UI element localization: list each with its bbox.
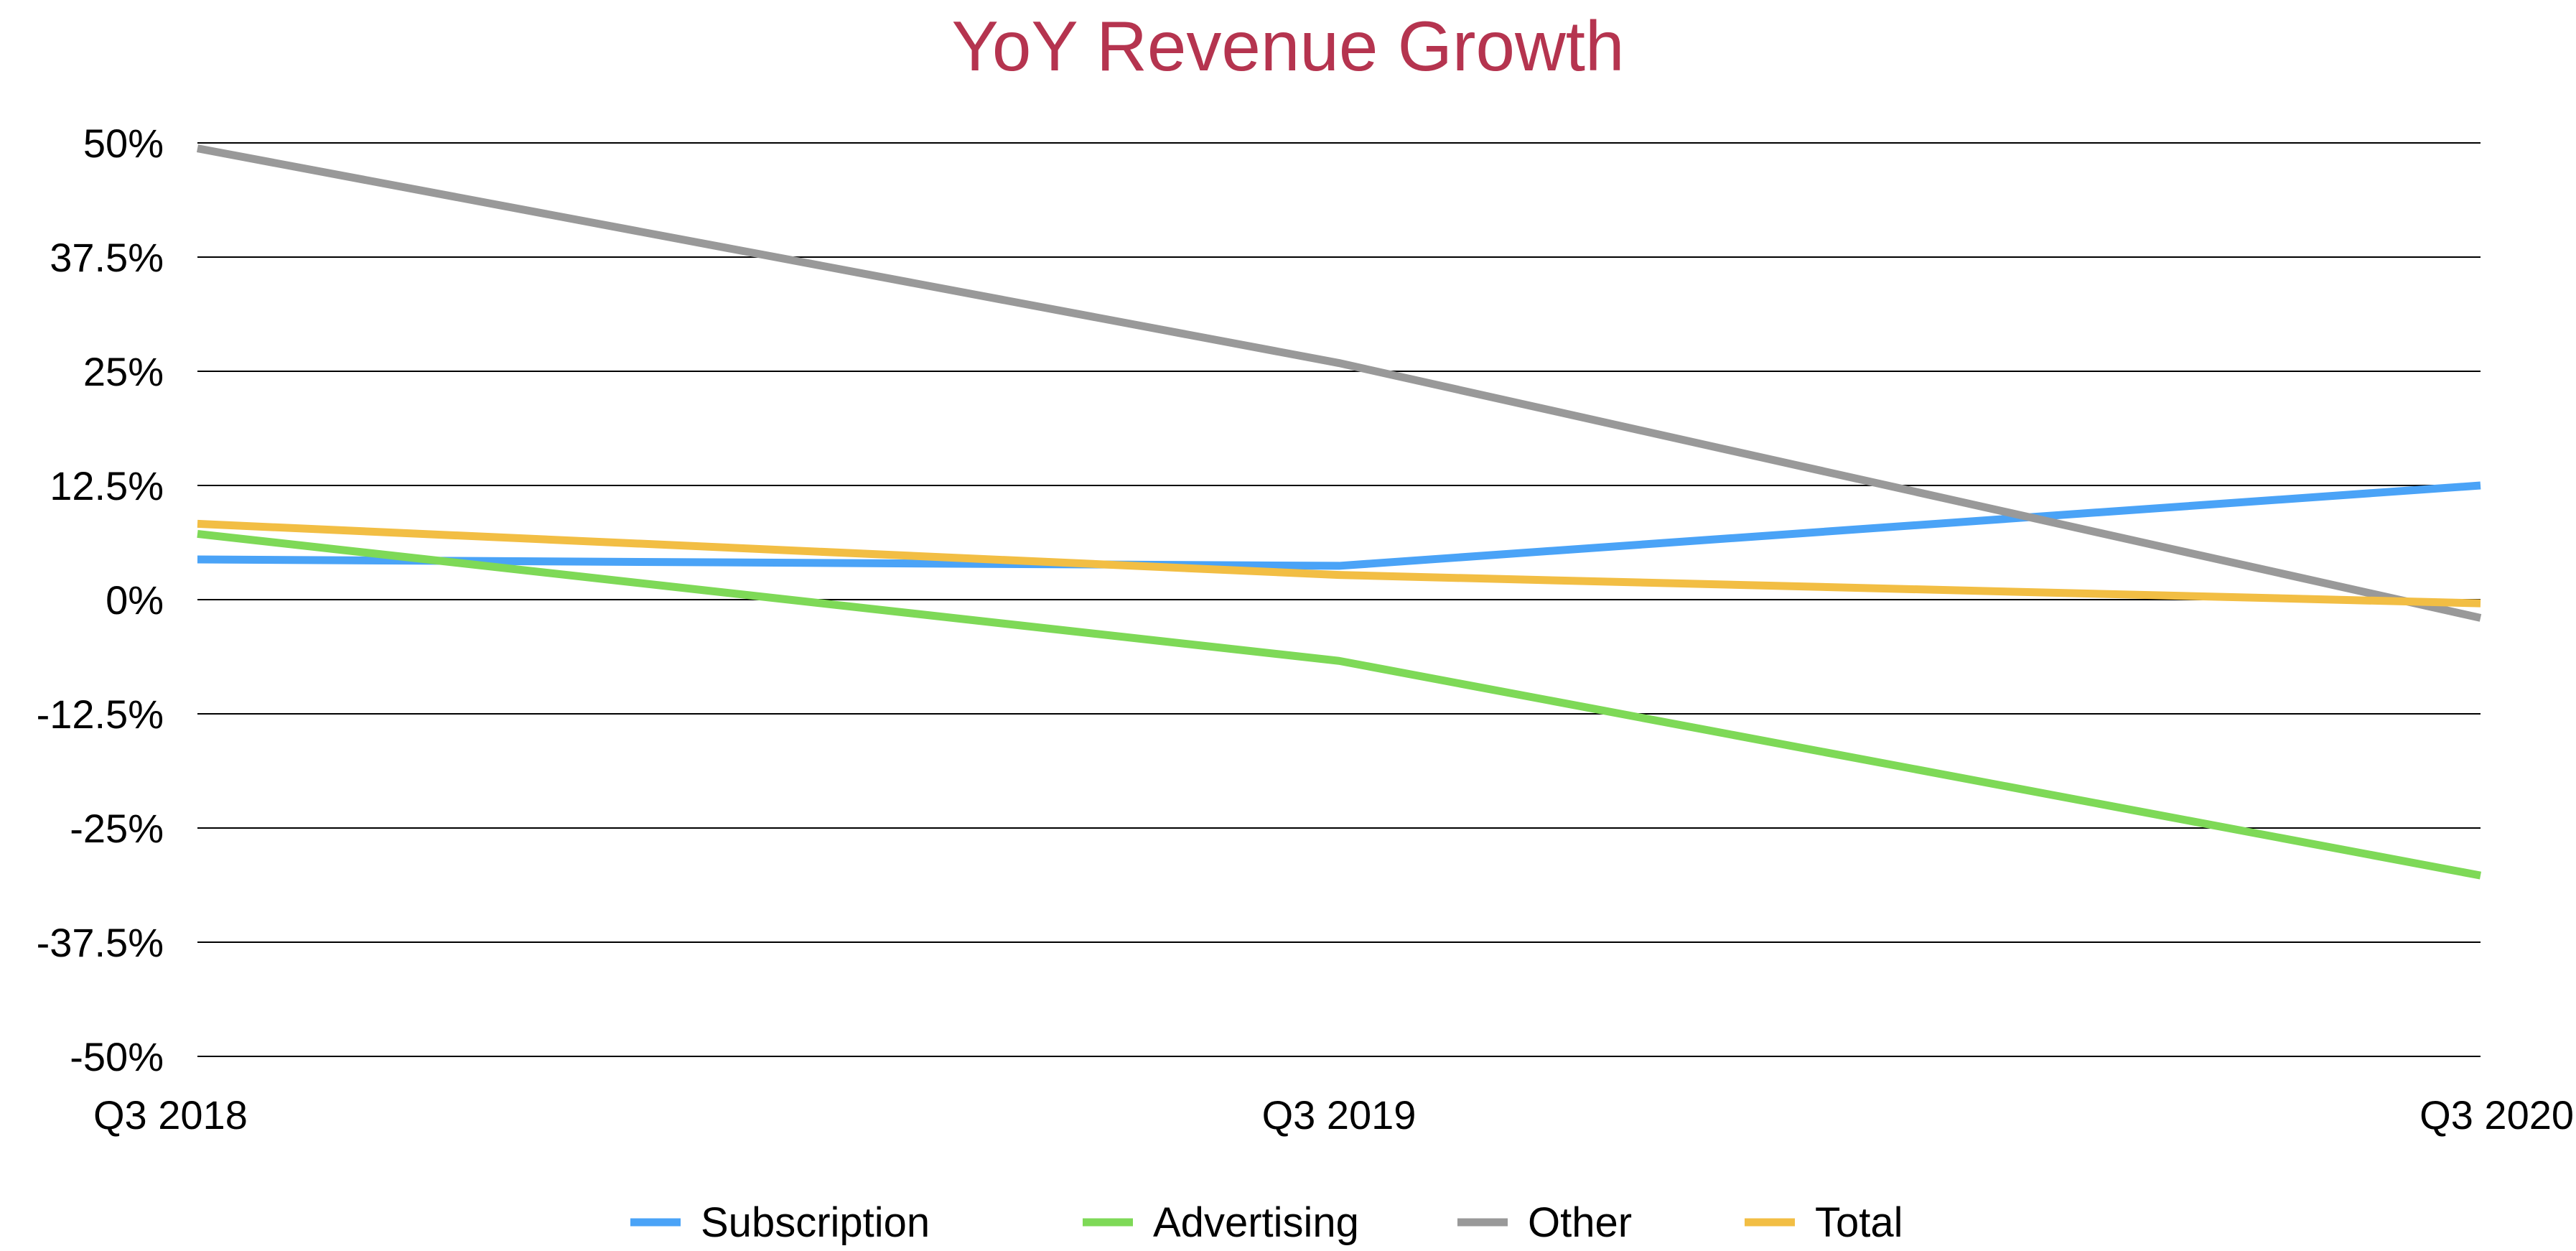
x-tick-label: Q3 2020: [2419, 1092, 2574, 1138]
series-line-advertising: [197, 529, 2482, 880]
y-tick-label: 50%: [83, 121, 164, 166]
series-line-total: [197, 519, 2481, 608]
legend-label: Subscription: [701, 1199, 930, 1246]
chart-title: YoY Revenue Growth: [951, 6, 1624, 85]
legend-label: Other: [1528, 1199, 1632, 1246]
legend-item-subscription: Subscription: [630, 1199, 930, 1246]
y-tick-label: 0%: [106, 577, 164, 623]
x-tick-label: Q3 2019: [1262, 1092, 1417, 1138]
y-tick-label: -37.5%: [37, 920, 164, 965]
y-tick-label: 12.5%: [50, 463, 164, 508]
y-tick-label: 25%: [83, 349, 164, 394]
x-axis-ticks: Q3 2018 Q3 2019 Q3 2020: [93, 1092, 2574, 1138]
gridlines: [197, 142, 2481, 1057]
y-tick-label: -12.5%: [37, 692, 164, 737]
y-tick-label: -25%: [70, 806, 164, 851]
legend-label: Advertising: [1153, 1199, 1359, 1246]
series-lines: [196, 144, 2482, 880]
series-line-subscription: [197, 481, 2481, 570]
legend-item-total: Total: [1745, 1199, 1903, 1246]
y-tick-label: 37.5%: [50, 235, 164, 280]
series-line-other: [196, 144, 2482, 622]
y-tick-label: -50%: [70, 1034, 164, 1079]
y-axis-ticks: 50% 37.5% 25% 12.5% 0% -12.5% -25% -37.5% -50%: [37, 121, 164, 1079]
legend-item-advertising: Advertising: [1083, 1199, 1359, 1246]
x-tick-label: Q3 2018: [93, 1092, 248, 1138]
legend-label: Total: [1815, 1199, 1903, 1246]
legend: Subscription Advertising Other Total: [630, 1199, 1903, 1246]
legend-item-other: Other: [1457, 1199, 1632, 1246]
